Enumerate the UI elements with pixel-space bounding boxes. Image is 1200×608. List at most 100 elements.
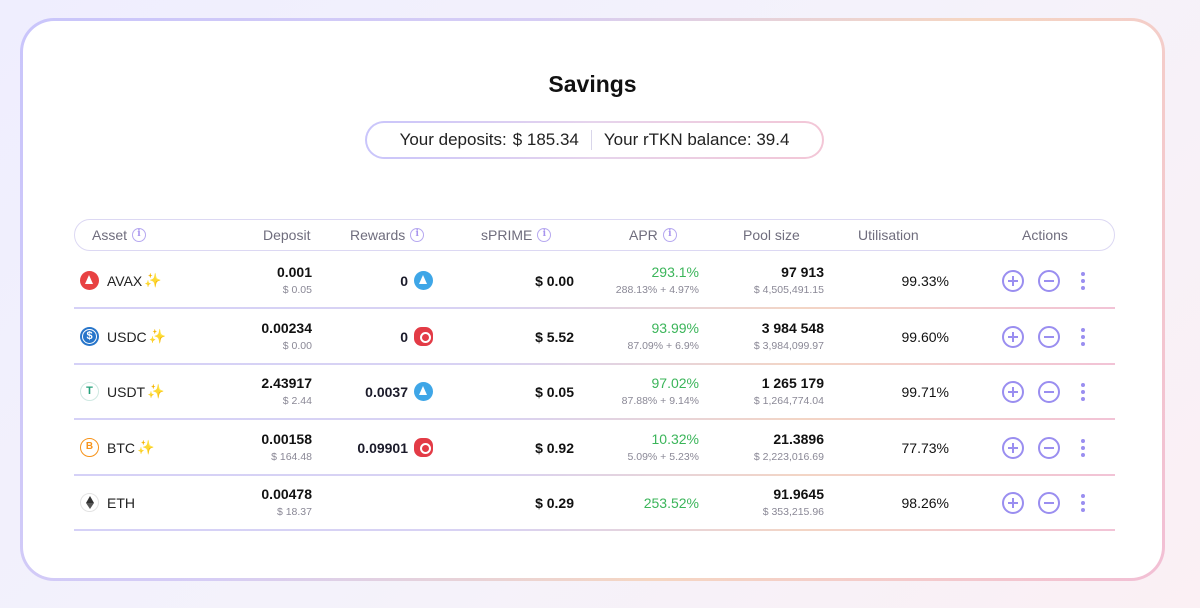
usdt-icon <box>80 382 99 401</box>
deposit-cell: 0.00478 $ 18.37 <box>261 486 312 518</box>
header-apr-label: APR <box>629 227 658 243</box>
more-menu-icon[interactable] <box>1078 492 1088 514</box>
sprime-value: $ 0.05 <box>535 384 574 400</box>
sprime-value: $ 0.29 <box>535 495 574 511</box>
utilisation-cell: 98.26% <box>902 495 949 511</box>
info-icon[interactable]: i <box>132 228 147 242</box>
deposit-plus-button[interactable] <box>1002 326 1024 348</box>
sprime-cell: $ 5.52 <box>535 329 574 345</box>
info-icon[interactable]: i <box>537 228 552 242</box>
pool-size-value: 1 265 179 <box>761 375 824 391</box>
asset-cell[interactable]: BTC✨ <box>80 438 154 457</box>
apr-value: 293.1% <box>651 264 699 280</box>
asset-cell[interactable]: USDC✨ <box>80 327 166 346</box>
more-menu-icon[interactable] <box>1078 437 1088 459</box>
sparkle-icon: ✨ <box>137 439 155 455</box>
header-actions: Actions <box>1022 227 1068 243</box>
rtkn-summary: Your rTKN balance: 39.4 <box>604 130 790 150</box>
row-actions <box>1002 270 1088 292</box>
row-divider <box>74 418 1115 420</box>
eth-icon <box>80 493 99 512</box>
apr-value: 10.32% <box>651 431 699 447</box>
sprime-cell: $ 0.00 <box>535 273 574 289</box>
deposits-label: Your deposits: <box>399 130 507 149</box>
asset-symbol: BTC <box>107 439 135 456</box>
asset-symbol: USDC <box>107 328 147 345</box>
utilisation-cell: 77.73% <box>902 440 949 456</box>
deposit-amount: 0.001 <box>276 264 312 280</box>
pool-size-usd: $ 1,264,774.04 <box>753 395 824 407</box>
withdraw-minus-button[interactable] <box>1038 381 1060 403</box>
asset-cell[interactable]: ETH <box>80 493 135 512</box>
savings-card-border: Savings Your deposits: $ 185.34 Your rTKN… <box>20 18 1165 581</box>
pool-size-usd: $ 2,223,016.69 <box>753 451 824 463</box>
utilisation-cell: 99.33% <box>902 273 949 289</box>
pool-size-cell: 21.3896 $ 2,223,016.69 <box>754 431 824 463</box>
header-rewards: Rewards i <box>350 227 425 243</box>
deposit-plus-button[interactable] <box>1002 437 1024 459</box>
row-divider <box>74 529 1115 531</box>
deposit-plus-button[interactable] <box>1002 381 1024 403</box>
withdraw-minus-button[interactable] <box>1038 270 1060 292</box>
row-divider <box>74 307 1115 309</box>
pool-size-cell: 3 984 548 $ 3,984,099.97 <box>754 320 824 352</box>
asset-symbol: ETH <box>107 494 135 511</box>
usdc-icon <box>80 327 99 346</box>
pool-size-value: 97 913 <box>781 264 824 280</box>
info-icon[interactable]: i <box>410 228 425 242</box>
pool-size-value: 3 984 548 <box>761 320 824 336</box>
header-sprime-label: sPRIME <box>481 227 533 243</box>
table-header: Asset i Deposit Rewards i sPRIME i APR i… <box>74 219 1115 251</box>
sprime-value: $ 5.52 <box>535 329 574 345</box>
pool-size-usd: $ 4,505,491.15 <box>753 284 824 296</box>
asset-cell[interactable]: AVAX ✨ <box>80 271 162 290</box>
sprime-cell: $ 0.92 <box>535 440 574 456</box>
pool-size-value: 21.3896 <box>773 431 824 447</box>
utilisation-value: 77.73% <box>901 440 949 456</box>
reward-amount: 0 <box>400 328 408 345</box>
rewards-cell: 0 <box>400 327 433 346</box>
pool-size-usd: $ 353,215.96 <box>762 506 824 518</box>
reward-amount: 0.0037 <box>365 383 408 400</box>
pool-size-usd: $ 3,984,099.97 <box>753 340 824 352</box>
deposits-value: $ 185.34 <box>512 130 579 149</box>
more-menu-icon[interactable] <box>1078 270 1088 292</box>
apr-breakdown: 87.09% + 6.9% <box>627 340 699 352</box>
deposit-plus-button[interactable] <box>1002 270 1024 292</box>
deposit-plus-button[interactable] <box>1002 492 1024 514</box>
deposit-cell: 2.43917 $ 2.44 <box>261 375 312 407</box>
rtkn-value: 39.4 <box>756 130 790 149</box>
more-menu-icon[interactable] <box>1078 381 1088 403</box>
deposit-usd: $ 164.48 <box>271 451 312 463</box>
pool-size-cell: 1 265 179 $ 1,264,774.04 <box>754 375 824 407</box>
avax-icon <box>80 271 99 290</box>
apr-cell: 253.52% <box>644 495 699 511</box>
header-asset-label: Asset <box>92 227 128 243</box>
header-deposit-label: Deposit <box>263 227 311 243</box>
summary-pill: Your deposits: $ 185.34 Your rTKN balance… <box>365 121 824 159</box>
apr-cell: 97.02% 87.88% + 9.14% <box>622 375 699 407</box>
sparkle-icon: ✨ <box>148 328 167 344</box>
header-asset: Asset i <box>92 227 147 243</box>
withdraw-minus-button[interactable] <box>1038 492 1060 514</box>
deposit-usd: $ 18.37 <box>276 506 312 518</box>
sprime-cell: $ 0.29 <box>535 495 574 511</box>
page-title: Savings <box>548 71 637 97</box>
row-divider <box>74 474 1115 476</box>
info-icon[interactable]: i <box>662 228 677 242</box>
pool-size-cell: 91.9645 $ 353,215.96 <box>763 486 824 518</box>
rewards-cell: 0.09901 <box>357 438 433 457</box>
withdraw-minus-button[interactable] <box>1038 437 1060 459</box>
deposit-amount: 0.00478 <box>261 486 312 502</box>
rewards-cell: 0 <box>400 271 433 290</box>
apr-value: 253.52% <box>643 495 699 511</box>
more-menu-icon[interactable] <box>1078 326 1088 348</box>
sprime-cell: $ 0.05 <box>535 384 574 400</box>
apr-value: 93.99% <box>651 320 699 336</box>
deposit-amount: 0.00234 <box>261 320 312 336</box>
deposit-cell: 0.00158 $ 164.48 <box>261 431 312 463</box>
deposit-usd: $ 0.00 <box>282 340 312 352</box>
withdraw-minus-button[interactable] <box>1038 326 1060 348</box>
asset-cell[interactable]: USDT✨ <box>80 382 165 401</box>
table-row: AVAX ✨ 0.001 $ 0.05 0 $ 0.00 293.1% 288.13% + 4… <box>74 254 1115 309</box>
